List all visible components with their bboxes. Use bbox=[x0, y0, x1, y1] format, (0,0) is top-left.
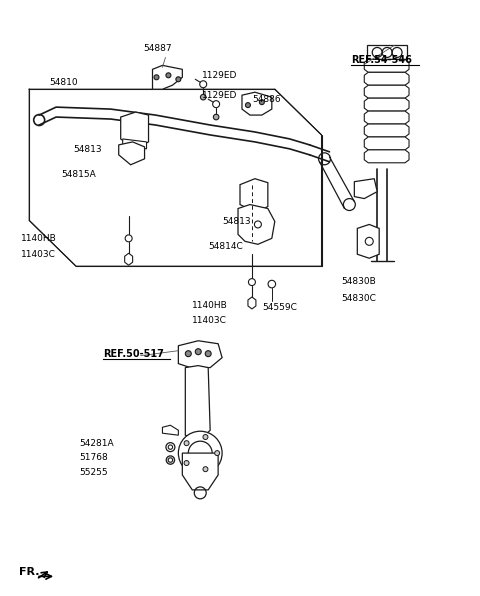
Text: 54813: 54813 bbox=[73, 145, 102, 154]
Text: 54815A: 54815A bbox=[61, 170, 96, 179]
Polygon shape bbox=[364, 98, 409, 111]
Circle shape bbox=[184, 461, 189, 465]
Text: 1140HB: 1140HB bbox=[192, 302, 228, 311]
Circle shape bbox=[188, 441, 212, 465]
Circle shape bbox=[185, 350, 192, 356]
Polygon shape bbox=[357, 225, 379, 258]
Text: 54814C: 54814C bbox=[208, 242, 243, 251]
Text: 55255: 55255 bbox=[79, 468, 108, 477]
Text: 54887: 54887 bbox=[143, 45, 172, 54]
Polygon shape bbox=[364, 72, 409, 85]
Text: 54810: 54810 bbox=[49, 77, 78, 87]
Polygon shape bbox=[364, 111, 409, 124]
Text: REF.50-517: REF.50-517 bbox=[103, 349, 164, 359]
Text: 1129ED: 1129ED bbox=[202, 91, 238, 100]
Text: 1140HB: 1140HB bbox=[21, 234, 57, 243]
Text: REF.54-546: REF.54-546 bbox=[351, 55, 412, 66]
Polygon shape bbox=[248, 297, 256, 309]
Polygon shape bbox=[354, 179, 377, 198]
Text: 54830B: 54830B bbox=[341, 277, 376, 285]
Polygon shape bbox=[119, 142, 144, 164]
Polygon shape bbox=[364, 85, 409, 98]
Polygon shape bbox=[364, 124, 409, 137]
Circle shape bbox=[179, 432, 222, 475]
Circle shape bbox=[205, 350, 211, 356]
Circle shape bbox=[195, 349, 201, 355]
Circle shape bbox=[245, 103, 251, 108]
Polygon shape bbox=[153, 66, 182, 89]
Text: 51768: 51768 bbox=[79, 452, 108, 461]
Polygon shape bbox=[125, 253, 132, 265]
Circle shape bbox=[168, 458, 173, 462]
Polygon shape bbox=[364, 60, 409, 72]
Circle shape bbox=[166, 456, 175, 464]
Polygon shape bbox=[367, 45, 407, 60]
Text: 1129ED: 1129ED bbox=[202, 71, 238, 80]
Polygon shape bbox=[364, 150, 409, 163]
Circle shape bbox=[215, 451, 220, 455]
Polygon shape bbox=[364, 137, 409, 150]
Polygon shape bbox=[120, 112, 148, 147]
Circle shape bbox=[203, 467, 208, 471]
Circle shape bbox=[201, 94, 206, 100]
Text: 54281A: 54281A bbox=[79, 439, 114, 448]
Circle shape bbox=[203, 434, 208, 439]
Text: 54559C: 54559C bbox=[262, 303, 297, 312]
Circle shape bbox=[213, 114, 219, 120]
Polygon shape bbox=[185, 365, 210, 440]
Text: 54813: 54813 bbox=[222, 217, 251, 226]
Polygon shape bbox=[182, 453, 218, 490]
Polygon shape bbox=[162, 426, 179, 435]
Circle shape bbox=[154, 75, 159, 80]
Polygon shape bbox=[123, 139, 146, 149]
Polygon shape bbox=[240, 179, 268, 212]
Text: 54830C: 54830C bbox=[341, 293, 376, 303]
Text: 11403C: 11403C bbox=[21, 250, 56, 259]
Polygon shape bbox=[242, 92, 272, 115]
Polygon shape bbox=[238, 204, 275, 244]
Circle shape bbox=[166, 73, 171, 78]
Text: 11403C: 11403C bbox=[192, 316, 227, 325]
Polygon shape bbox=[179, 341, 222, 368]
Circle shape bbox=[184, 440, 189, 446]
Text: FR.: FR. bbox=[19, 567, 40, 578]
Circle shape bbox=[259, 100, 264, 105]
Circle shape bbox=[176, 77, 181, 82]
Text: 54886: 54886 bbox=[252, 95, 280, 104]
